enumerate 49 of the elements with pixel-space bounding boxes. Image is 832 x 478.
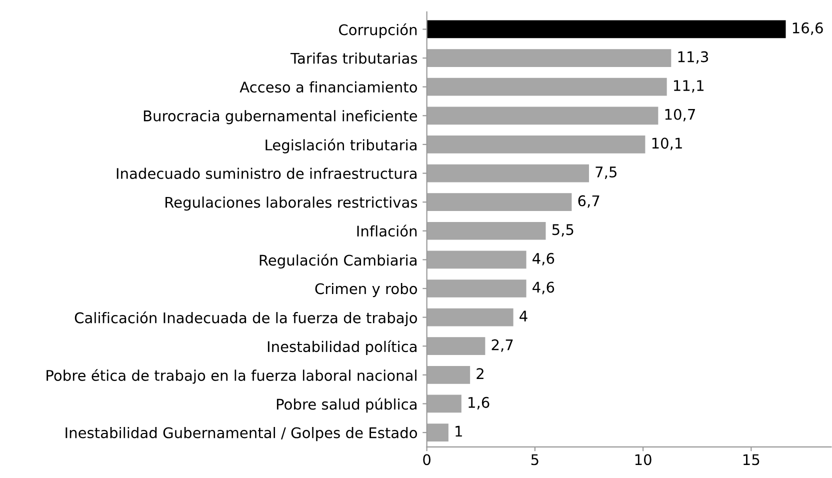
bar (426, 394, 462, 413)
x-tick-label: 15 (743, 454, 760, 466)
bar (426, 337, 486, 356)
data-label: 5,5 (552, 224, 574, 237)
data-label: 16,6 (792, 22, 823, 35)
bar (426, 20, 786, 38)
bar (426, 280, 526, 298)
y-tick-label: Legislación tributaria (266, 138, 416, 154)
data-label: 10,1 (652, 138, 682, 150)
y-tick-label: Regulaciones laborales restrictivas (166, 196, 418, 211)
bar (426, 136, 646, 154)
x-tick-label: 10 (635, 454, 652, 466)
data-label: 1 (456, 426, 462, 437)
y-tick-label: Tarifas tributarias (290, 52, 418, 64)
data-label: 4,6 (532, 252, 554, 266)
data-label: 10,7 (665, 108, 695, 122)
bar (426, 222, 546, 240)
data-label: 2 (476, 368, 484, 379)
y-tick-label: Pobre salud pública (276, 398, 416, 413)
data-label: 11,1 (674, 80, 704, 93)
y-tick-label: Calificación Inadecuada de la fuerza de trabajo (74, 311, 417, 326)
data-label: 11,3 (678, 51, 708, 64)
bar (426, 78, 667, 96)
y-tick-label: Burocracia gubernamental ineficiente (144, 110, 418, 124)
y-tick-label: Inestabilidad política (268, 340, 416, 355)
y-tick-label: Corrupción (339, 23, 417, 38)
bar (426, 250, 526, 269)
bar (426, 193, 572, 212)
y-tick-label: Inflación (357, 224, 417, 237)
bar (426, 366, 470, 384)
y-tick-label: Inadecuado suministro de infraestructura (116, 168, 416, 180)
y-tick-label: Inestabilidad Gubernamental / Golpes de Estado (66, 426, 417, 442)
y-tick-label: Crimen y robo (315, 282, 417, 298)
data-label: 7,5 (596, 166, 616, 179)
data-label: 2,7 (492, 339, 513, 352)
y-tick-label: Acceso a financiamiento (240, 81, 417, 93)
bar (426, 49, 672, 67)
data-label: 1,6 (468, 396, 490, 410)
bar (426, 106, 658, 125)
x-tick-label: 5 (531, 454, 538, 466)
x-tick-label: 0 (423, 454, 430, 466)
bar (426, 308, 514, 326)
data-label: 6,7 (578, 195, 600, 208)
bar (426, 164, 589, 182)
bar (426, 424, 448, 442)
y-tick-label: Pobre ética de trabajo en la fuerza laboral nacional (46, 369, 416, 384)
data-label: 4,6 (532, 282, 554, 294)
data-label: 4 (520, 310, 528, 322)
y-tick-label: Regulación Cambiaria (260, 254, 416, 269)
